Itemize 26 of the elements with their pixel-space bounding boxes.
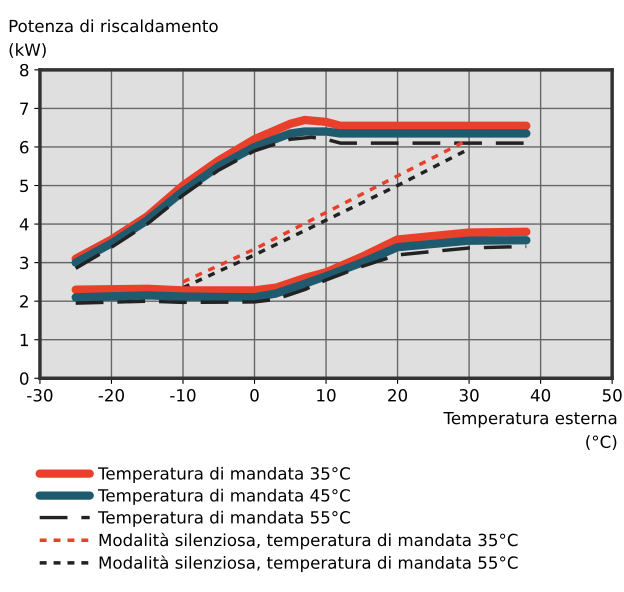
x-tick-label: -30 bbox=[27, 389, 52, 402]
y-tick-label: 3 bbox=[20, 256, 28, 270]
y-axis-title: Potenza di riscaldamento (kW) bbox=[10, 19, 218, 58]
x-tick-label: -20 bbox=[98, 389, 124, 402]
x-tick-label: 20 bbox=[388, 389, 408, 402]
y-tick-label: 6 bbox=[20, 140, 28, 154]
legend-label: Temperatura di mandata 35°C bbox=[98, 466, 350, 483]
y-tick-label: 7 bbox=[20, 102, 28, 115]
legend-label: Temperatura di mandata 55°C bbox=[98, 510, 350, 527]
x-axis-title: Temperatura esterna (°C) bbox=[443, 412, 616, 450]
line-series bbox=[74, 244, 528, 305]
x-tick-label: 0 bbox=[250, 389, 259, 402]
y-tick-label: 5 bbox=[20, 180, 28, 192]
x-tick-label: 50 bbox=[602, 389, 622, 402]
y-tick-label: 0 bbox=[20, 372, 28, 385]
x-tick-label: -10 bbox=[170, 389, 196, 402]
x-tick-label: 10 bbox=[317, 389, 336, 402]
y-tick-label: 2 bbox=[20, 295, 28, 308]
y-tick-label: 8 bbox=[20, 64, 28, 76]
y-tick-label: 4 bbox=[20, 218, 29, 230]
legend-label: Modalità silenziosa, temperatura di mandata 55°C bbox=[100, 555, 518, 572]
x-tick-label: 30 bbox=[460, 389, 479, 402]
legend-label: Temperatura di mandata 45°C bbox=[98, 488, 350, 505]
x-tick-label: 40 bbox=[530, 389, 550, 402]
y-tick-label: 1 bbox=[20, 334, 28, 346]
legend-label: Modalità silenziosa, temperatura di mandata 35°C bbox=[100, 532, 518, 550]
